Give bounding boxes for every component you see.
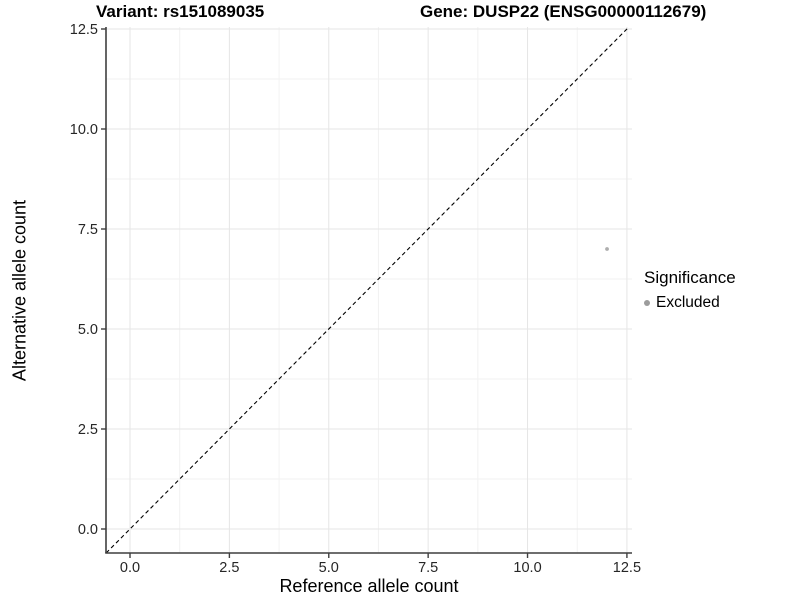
x-axis-title: Reference allele count [279,576,459,596]
legend-item-label: Excluded [656,294,720,311]
legend-point-icon [644,300,650,306]
y-tick-label: 7.5 [78,222,98,238]
x-tick-label: 0.0 [120,560,140,576]
data-point [605,247,609,251]
plot-title-gene: Gene: DUSP22 (ENSG00000112679) [420,2,707,21]
y-tick-label: 2.5 [78,422,98,438]
y-axis-title: Alternative allele count [9,199,30,382]
y-tick-label: 5.0 [78,322,98,338]
x-tick-label: 5.0 [319,560,339,576]
x-tick-label: 7.5 [418,560,438,576]
identity-line [105,26,630,554]
plot-title-variant: Variant: rs151089035 [96,2,265,21]
x-tick-label: 10.0 [513,560,541,576]
legend-title: Significance [644,268,736,287]
x-tick-label: 12.5 [613,560,641,576]
x-tick-label: 2.5 [219,560,239,576]
legend: Significance Excluded [644,268,736,312]
legend-item-excluded: Excluded [644,294,736,312]
y-tick-label: 12.5 [70,22,98,38]
y-tick-label: 0.0 [78,522,98,538]
y-tick-label: 10.0 [70,122,98,138]
